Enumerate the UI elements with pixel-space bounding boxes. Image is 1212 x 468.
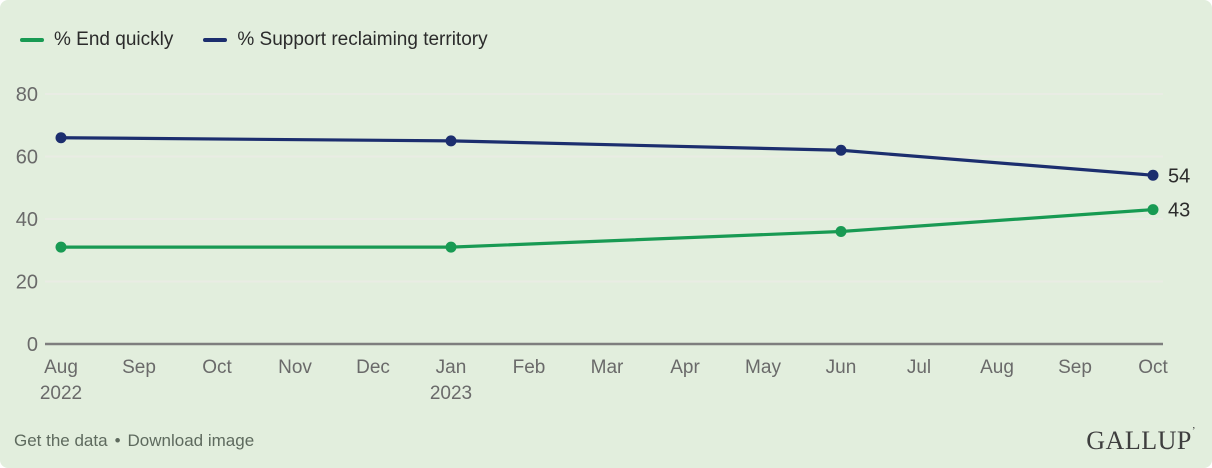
data-point-marker [835, 226, 847, 237]
legend-swatch-icon [20, 38, 44, 42]
x-axis-tick-label: May [745, 357, 781, 378]
y-axis-tick-label: 80 [16, 84, 38, 106]
x-axis-tick-label: Aug [980, 357, 1014, 378]
data-point-marker [55, 132, 67, 144]
data-point-marker [1147, 169, 1159, 181]
gallup-logo: GALLUP’ [1086, 425, 1196, 456]
legend-item-support-reclaiming: % Support reclaiming territory [203, 29, 488, 51]
data-point-marker [55, 241, 67, 253]
x-axis-tick-label: Mar [591, 357, 624, 378]
x-axis-tick-label: Feb [513, 357, 546, 378]
download-image-link[interactable]: Download image [127, 431, 255, 450]
x-axis-tick-label: Aug [44, 357, 78, 378]
x-axis-tick-label: Sep [1058, 357, 1092, 378]
x-axis-tick-label: Dec [356, 357, 390, 378]
footer-links: Get the data • Download image [14, 431, 254, 451]
data-point-marker [445, 135, 457, 147]
x-axis-tick-label: Nov [278, 357, 312, 378]
y-axis-tick-label: 60 [16, 147, 38, 169]
x-axis-year-label: 2023 [430, 383, 472, 404]
series-end-value-label: 43 [1168, 200, 1190, 222]
footer: Get the data • Download image GALLUP’ [0, 422, 1212, 468]
legend-swatch-icon [203, 38, 228, 42]
legend-label: % Support reclaiming territory [237, 29, 488, 50]
legend-label: % End quickly [54, 29, 174, 50]
x-axis-tick-label: Jul [907, 357, 931, 378]
y-axis-tick-label: 20 [16, 272, 38, 294]
line-chart-svg: 0 20 40 60 80 Aug 2022 Sep Oct Nov Dec Jan 2023 Feb Ma… [16, 84, 1191, 404]
line-chart: 0 20 40 60 80 Aug 2022 Sep Oct Nov Dec Jan 2023 Feb Ma… [0, 60, 1212, 412]
y-axis-tick-label: 40 [16, 209, 38, 231]
x-axis-tick-label: Oct [202, 357, 232, 378]
footer-links-separator: • [114, 431, 121, 450]
get-the-data-link[interactable]: Get the data [14, 431, 108, 450]
x-axis-tick-label: Oct [1138, 357, 1168, 378]
data-point-marker [445, 241, 457, 253]
x-axis-tick-label: Sep [122, 357, 156, 378]
gallup-trademark-icon: ’ [1191, 425, 1196, 437]
data-point-marker [835, 144, 847, 156]
y-axis-tick-label: 0 [27, 334, 38, 356]
x-axis-tick-label: Jun [826, 357, 857, 378]
x-axis-tick-label: Jan [436, 357, 467, 378]
legend: % End quickly % Support reclaiming terri… [0, 0, 1212, 55]
data-point-marker [1147, 204, 1159, 216]
series-end-value-label: 54 [1168, 165, 1190, 187]
legend-item-end-quickly: % End quickly [20, 29, 173, 51]
x-axis-tick-label: Apr [670, 357, 700, 378]
x-axis-year-label: 2022 [40, 383, 82, 404]
series-line [59, 136, 1155, 177]
series-line [59, 208, 1155, 249]
